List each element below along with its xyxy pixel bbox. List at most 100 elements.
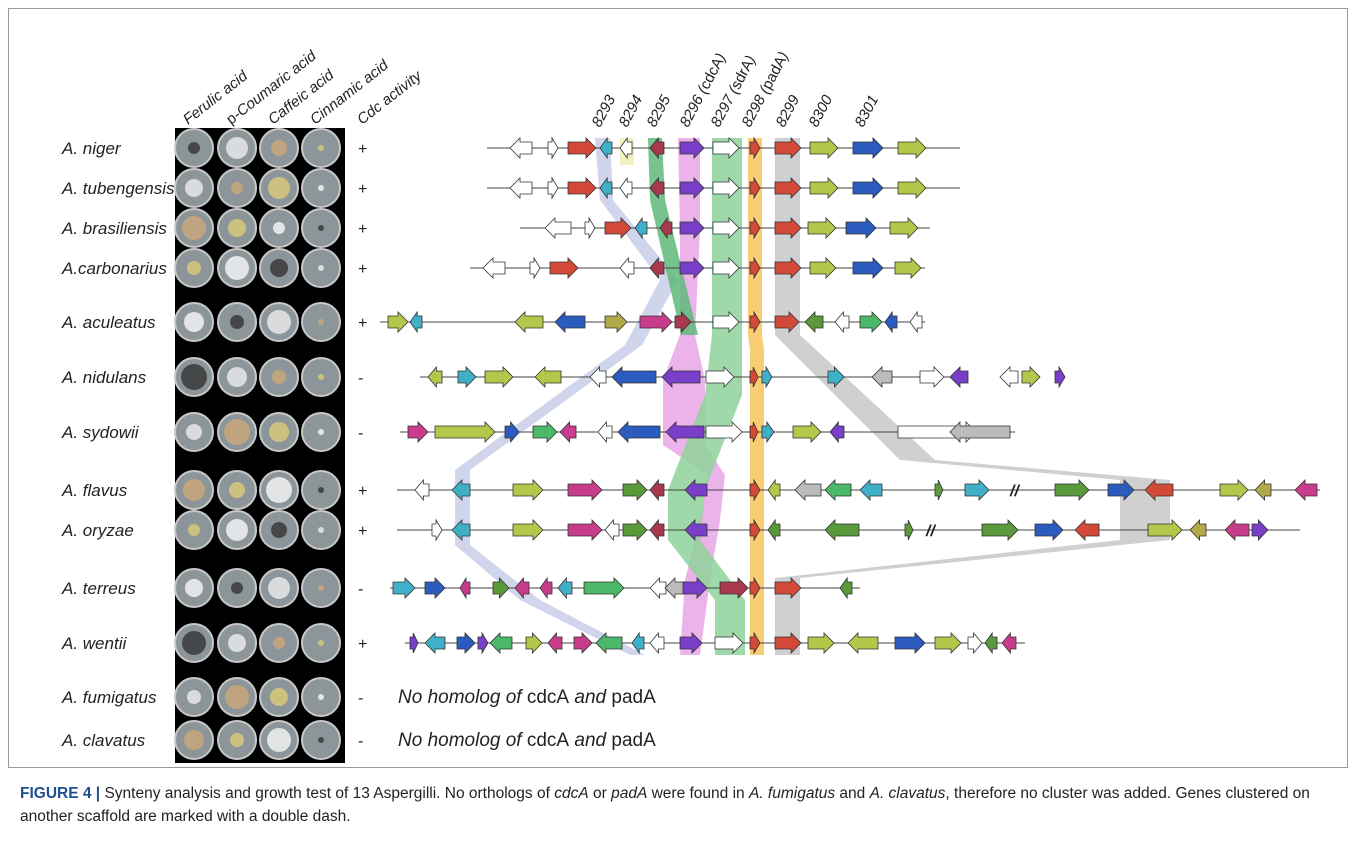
colony bbox=[318, 429, 324, 435]
gene-arrow bbox=[639, 311, 673, 333]
caption-part: or bbox=[588, 785, 612, 802]
gene-arrow bbox=[852, 257, 884, 279]
gene-arrow bbox=[392, 577, 416, 599]
caption-part: Synteny analysis and growth test of 13 A… bbox=[104, 785, 555, 802]
colony bbox=[230, 733, 244, 747]
gene-arrow bbox=[659, 216, 673, 240]
gene-arrow bbox=[679, 257, 705, 279]
gene-arrow bbox=[807, 217, 837, 239]
caption-part: A. fumigatus bbox=[748, 785, 836, 802]
colony bbox=[318, 487, 324, 493]
gene-arrow bbox=[679, 177, 705, 199]
gene-arrow bbox=[827, 366, 845, 388]
gene-arrow bbox=[509, 137, 533, 159]
synteny-band bbox=[455, 138, 678, 655]
species-name: A. nidulans bbox=[61, 368, 147, 387]
gene-arrow bbox=[749, 631, 761, 655]
gene-arrow bbox=[589, 366, 607, 388]
gene-arrow bbox=[622, 479, 648, 501]
gene-arrow bbox=[897, 137, 927, 159]
gene-arrow bbox=[599, 176, 613, 200]
colony bbox=[187, 690, 201, 704]
gene-arrow bbox=[749, 216, 761, 240]
gene-arrow bbox=[712, 177, 740, 199]
colony bbox=[231, 182, 243, 194]
colony bbox=[266, 477, 292, 503]
gene-arrow bbox=[434, 421, 496, 443]
cdc-activity: + bbox=[358, 315, 367, 332]
gene-arrow bbox=[617, 421, 661, 443]
gene-arrow bbox=[424, 577, 446, 599]
gene-arrow bbox=[807, 632, 835, 654]
gene-arrow bbox=[1144, 479, 1174, 501]
gene-arrow bbox=[889, 217, 919, 239]
gene-arrow bbox=[761, 365, 773, 389]
gene-arrow bbox=[909, 310, 923, 334]
colony bbox=[228, 634, 246, 652]
gene-arrow bbox=[897, 177, 927, 199]
colony bbox=[273, 637, 285, 649]
gene-label: 8299 bbox=[773, 92, 804, 130]
text-part: 8300 bbox=[806, 92, 837, 130]
figure-frame bbox=[8, 8, 1348, 768]
colony bbox=[182, 216, 206, 240]
gene-arrow bbox=[619, 176, 633, 200]
species-name: A. tubengensis bbox=[61, 179, 175, 198]
gene-arrow bbox=[489, 632, 513, 654]
gene-arrow bbox=[809, 177, 839, 199]
cdc-activity: + bbox=[358, 141, 367, 158]
species-name: A. brasiliensis bbox=[61, 219, 167, 238]
gene-arrow bbox=[774, 217, 802, 239]
colony bbox=[318, 585, 324, 591]
gene-arrow bbox=[492, 577, 510, 599]
gene-arrow bbox=[456, 632, 476, 654]
caption-part: and bbox=[835, 785, 870, 802]
colony bbox=[268, 177, 290, 199]
gene-arrow bbox=[634, 216, 648, 240]
scaffold-break: // bbox=[925, 523, 936, 540]
gene-arrow bbox=[712, 257, 740, 279]
gene-arrow bbox=[1219, 479, 1249, 501]
gene-arrow bbox=[512, 519, 544, 541]
gene-arrow bbox=[749, 256, 761, 280]
gene-arrow bbox=[649, 478, 665, 502]
gene-arrow bbox=[1054, 479, 1090, 501]
colony bbox=[318, 145, 324, 151]
cdc-activity: + bbox=[358, 523, 367, 540]
gene-arrow bbox=[514, 311, 544, 333]
gene-arrow bbox=[829, 420, 845, 444]
colony bbox=[318, 265, 324, 271]
caption-part: , therefore no cluster was added. Genes … bbox=[20, 785, 1310, 825]
gene-arrow bbox=[999, 366, 1019, 388]
gene-arrow bbox=[649, 577, 667, 599]
gene-arrow bbox=[1107, 479, 1135, 501]
gene-arrow bbox=[767, 518, 781, 542]
cdc-activity: - bbox=[358, 581, 363, 598]
gene-arrow bbox=[847, 632, 879, 654]
gene-arrow bbox=[774, 257, 802, 279]
gene-arrow bbox=[749, 176, 761, 200]
colony bbox=[225, 685, 249, 709]
gene-arrow bbox=[599, 136, 613, 160]
gene-arrow bbox=[749, 136, 761, 160]
gene-arrow bbox=[431, 518, 443, 542]
gene-arrow bbox=[1254, 479, 1272, 501]
gene-arrow bbox=[919, 366, 945, 388]
gene-arrow bbox=[804, 311, 824, 333]
gene-arrow bbox=[1147, 519, 1183, 541]
gene-arrow bbox=[749, 518, 761, 542]
colony bbox=[182, 631, 206, 655]
cdc-activity: - bbox=[358, 733, 363, 750]
colony bbox=[225, 256, 249, 280]
colony bbox=[185, 179, 203, 197]
gene-arrow bbox=[705, 366, 735, 388]
gene-arrow bbox=[1294, 479, 1318, 501]
colony bbox=[187, 261, 201, 275]
species-name: A. oryzae bbox=[61, 521, 134, 540]
gene-arrow bbox=[884, 310, 898, 334]
gene-arrow bbox=[649, 631, 665, 655]
species-name: A.carbonarius bbox=[61, 259, 167, 278]
gene-arrow bbox=[792, 421, 822, 443]
gene-arrow bbox=[712, 311, 740, 333]
gene-arrow bbox=[934, 632, 962, 654]
